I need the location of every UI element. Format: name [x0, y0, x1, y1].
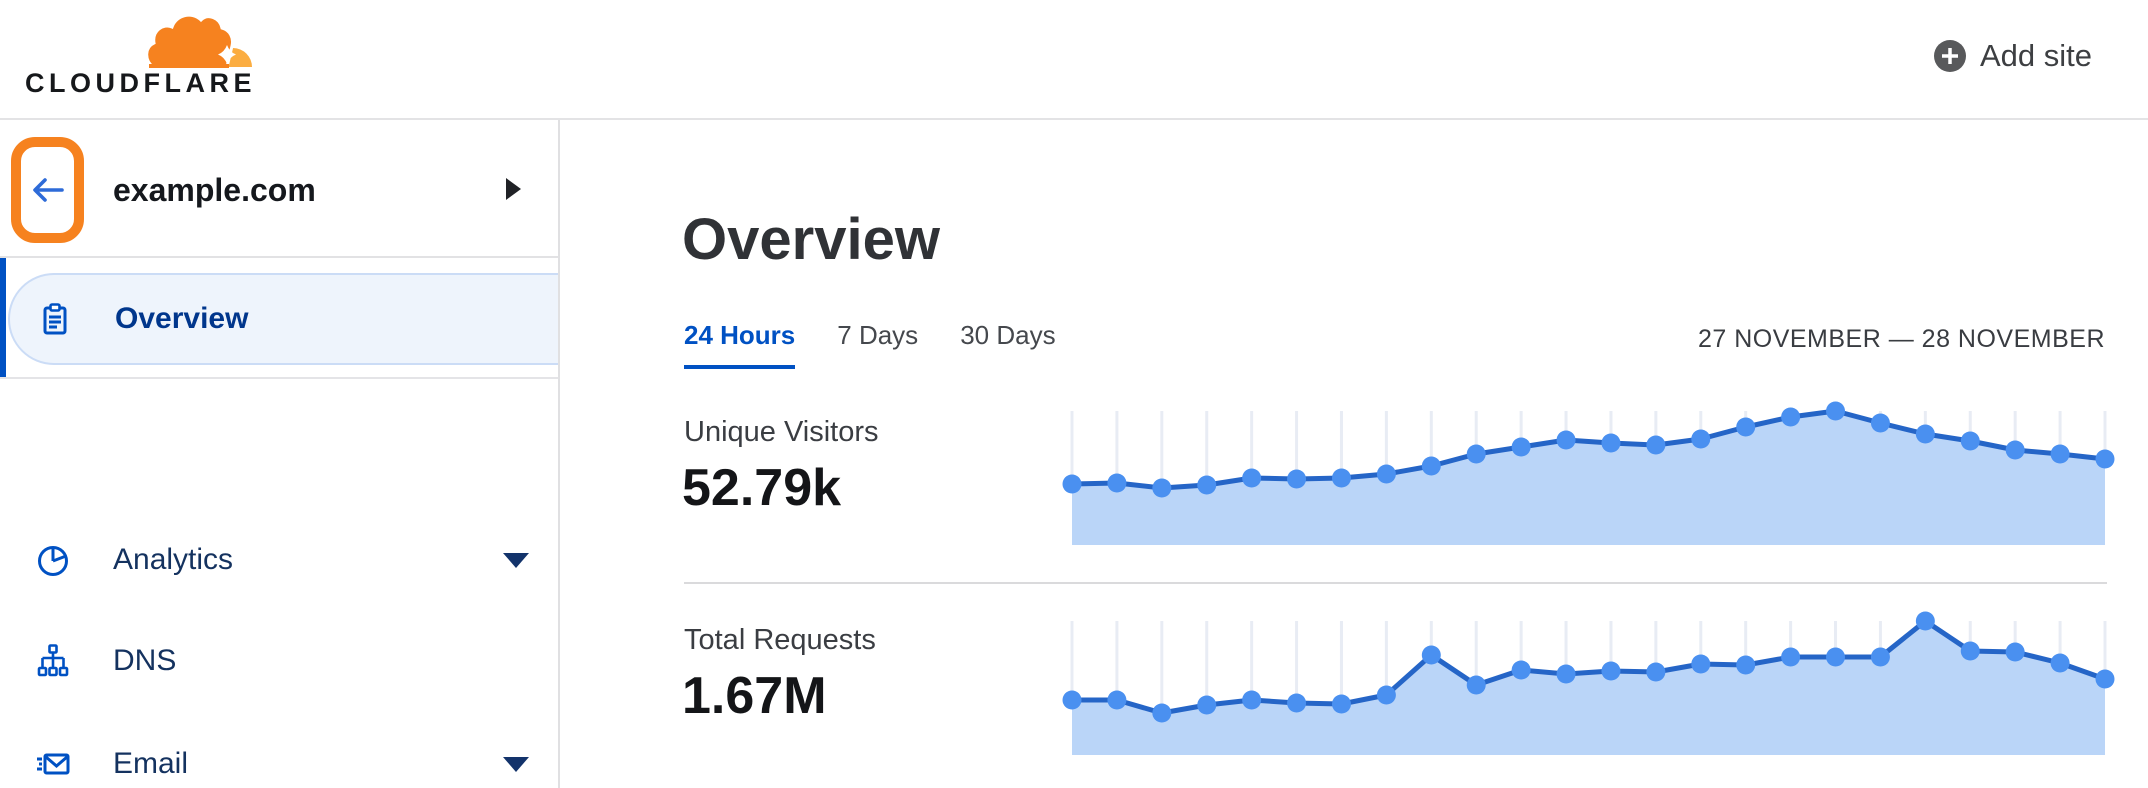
sidebar-nav: Overview Analytics	[0, 258, 558, 788]
sidebar-divider	[0, 377, 558, 379]
sidebar-item-analytics[interactable]: Analytics	[0, 528, 558, 592]
chevron-down-icon[interactable]	[503, 756, 529, 772]
sidebar-item-label: Analytics	[113, 543, 234, 576]
sidebar-item-dns[interactable]: DNS	[0, 629, 558, 693]
unique-visitors-sparkline-chart[interactable]	[1062, 401, 2115, 545]
sidebar-item-label: DNS	[113, 644, 177, 677]
tab-7-days[interactable]: 7 Days	[837, 320, 919, 350]
metric-value-unique-visitors: 52.79k	[682, 459, 842, 517]
active-item-rail	[0, 258, 6, 377]
sidebar-item-email[interactable]: Email	[0, 732, 558, 788]
cloudflare-logo[interactable]: CLOUDFLARE	[25, 4, 265, 116]
metrics-divider	[684, 582, 2107, 584]
site-selector-row: example.com	[0, 120, 558, 258]
total-requests-sparkline-chart[interactable]	[1062, 611, 2115, 755]
chevron-right-icon[interactable]	[506, 178, 521, 200]
top-header: CLOUDFLARE Add site	[0, 0, 2148, 120]
dns-tree-icon	[37, 644, 69, 677]
arrow-left-icon	[32, 178, 64, 202]
tab-24-hours[interactable]: 24 Hours	[684, 320, 796, 369]
tab-30-days[interactable]: 30 Days	[960, 320, 1056, 350]
metric-value-total-requests: 1.67M	[682, 667, 827, 725]
plus-circle-icon	[1933, 40, 1966, 72]
page-title: Overview	[682, 207, 940, 272]
main-content: Overview 24 Hours 7 Days 30 Days 27 NOVE…	[562, 120, 2148, 788]
back-button[interactable]	[29, 175, 67, 205]
pie-chart-icon	[38, 546, 68, 576]
site-name[interactable]: example.com	[113, 172, 316, 208]
sidebar-item-overview[interactable]: Overview	[8, 273, 558, 365]
sidebar-item-label: Email	[113, 747, 189, 780]
clipboard-icon	[43, 303, 67, 335]
email-icon	[37, 753, 70, 775]
back-button-highlight-annotation	[11, 137, 84, 243]
metric-label-unique-visitors: Unique Visitors	[684, 416, 879, 448]
add-site-label: Add site	[1979, 38, 2092, 73]
sidebar-item-label: Overview	[115, 302, 249, 335]
date-range-label: 27 NOVEMBER — 28 NOVEMBER	[1697, 325, 2105, 353]
sidebar: example.com Overview	[0, 120, 560, 788]
cloudflare-wordmark: CLOUDFLARE	[25, 68, 256, 98]
cloudflare-cloud-icon	[145, 13, 252, 68]
time-range-tabs: 24 Hours 7 Days 30 Days	[684, 320, 1056, 369]
add-site-button[interactable]: Add site	[1933, 38, 2092, 74]
metric-label-total-requests: Total Requests	[684, 624, 876, 656]
chevron-down-icon[interactable]	[503, 552, 529, 568]
